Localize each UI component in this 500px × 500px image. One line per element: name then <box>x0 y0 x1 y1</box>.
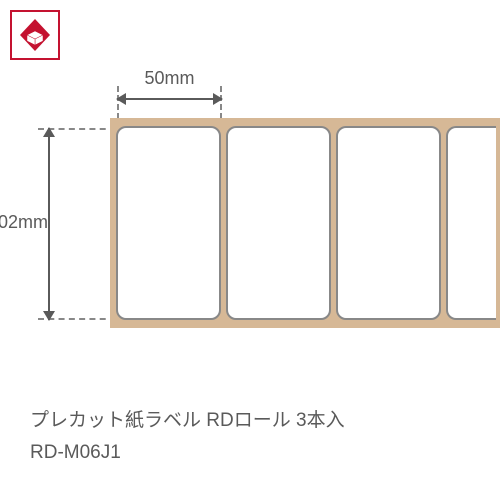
precut-label <box>116 126 221 320</box>
precut-label-partial <box>446 126 496 320</box>
precut-label <box>226 126 331 320</box>
width-dimension: 50mm <box>117 70 222 115</box>
product-title: プレカット紙ラベル RDロール 3本入 <box>30 405 345 437</box>
height-dimension: 102mm <box>0 128 110 320</box>
width-dimension-label: 50mm <box>117 68 222 89</box>
product-caption: プレカット紙ラベル RDロール 3本入 RD-M06J1 <box>30 405 345 470</box>
label-roll-strip <box>110 118 500 328</box>
logo-mark-icon <box>17 17 53 53</box>
height-dimension-arrow <box>48 128 50 320</box>
precut-label <box>336 126 441 320</box>
product-code: RD-M06J1 <box>30 437 345 469</box>
width-dimension-arrow <box>117 98 222 100</box>
brand-logo <box>10 10 60 60</box>
height-dimension-label: 102mm <box>0 212 48 233</box>
